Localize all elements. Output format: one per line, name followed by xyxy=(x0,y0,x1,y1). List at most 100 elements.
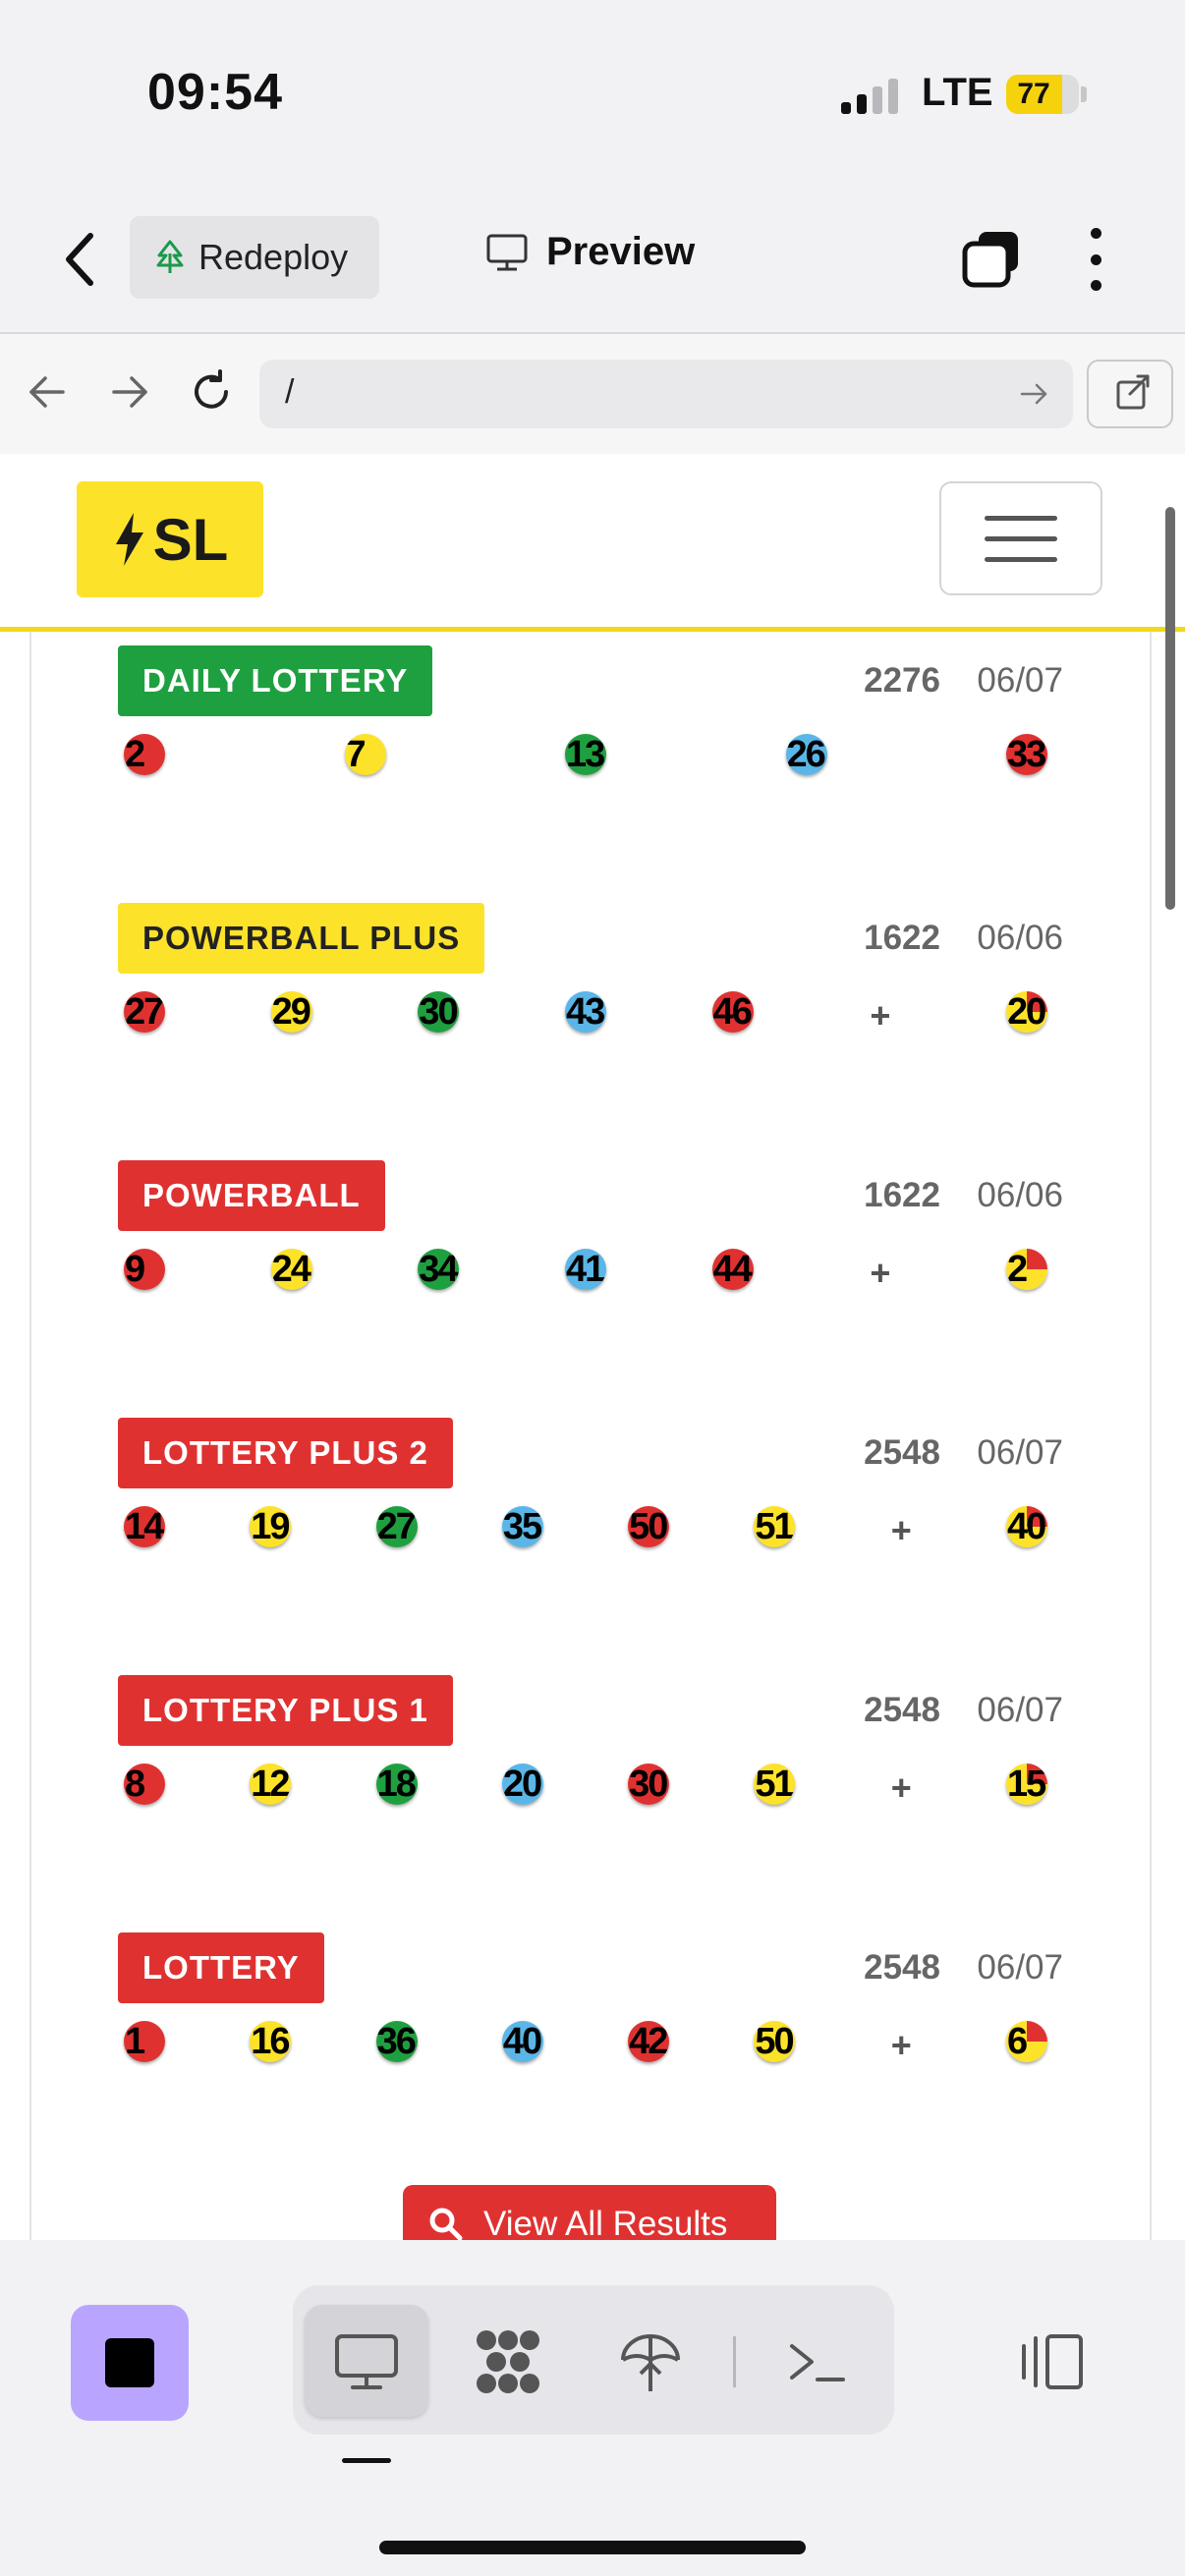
ball-number: 44 xyxy=(712,1249,753,1290)
battery-percent: 77 xyxy=(1017,78,1050,110)
bonus-number: 40 xyxy=(1007,1506,1046,1547)
ball-number: 16 xyxy=(251,2021,290,2062)
draw-date: 06/07 xyxy=(977,1691,1063,1729)
number-ball: 30 xyxy=(628,1764,670,1805)
site-logo[interactable]: SL xyxy=(77,481,263,597)
result-row[interactable]: LOTTERY PLUS 1 2548 06/07 8 12 18 20 30 51 +15 xyxy=(118,1675,1063,1872)
plus-sign: + xyxy=(890,1510,912,1550)
number-ball: 24 xyxy=(270,1249,312,1290)
result-row[interactable]: POWERBALL PLUS 1622 06/06 27 29 30 43 46 +20 xyxy=(118,903,1063,1099)
number-ball: 8 xyxy=(124,1764,165,1805)
number-ball: 43 xyxy=(565,991,606,1033)
bonus-ball: 20 xyxy=(1006,991,1047,1033)
tool-separator xyxy=(733,2336,736,2387)
ball-number: 35 xyxy=(502,1506,542,1547)
number-ball: 12 xyxy=(250,1764,292,1805)
number-ball: 46 xyxy=(711,991,754,1033)
game-badge[interactable]: POWERBALL xyxy=(118,1160,385,1231)
ball-number: 43 xyxy=(566,991,605,1033)
scrollbar[interactable] xyxy=(1165,507,1175,910)
preview-label: Preview xyxy=(546,230,696,273)
ball-number: 12 xyxy=(251,1764,290,1805)
open-external-button[interactable] xyxy=(1087,360,1173,428)
browser-forward-icon[interactable] xyxy=(104,367,153,417)
result-row[interactable]: POWERBALL 1622 06/06 9 24 34 41 44 +2 xyxy=(118,1160,1063,1357)
desktop-preview-icon[interactable] xyxy=(331,2326,402,2397)
tabs-icon[interactable] xyxy=(961,228,1022,289)
back-chevron-icon[interactable] xyxy=(59,230,102,289)
web-page: DAILY LOTTERY 2276 06/07 2 7 13 26 33 POWERBALL … xyxy=(0,454,1185,2240)
number-ball: 50 xyxy=(754,2021,796,2062)
agents-icon[interactable] xyxy=(473,2326,543,2397)
ball-number: 51 xyxy=(755,1764,794,1805)
ball-number: 19 xyxy=(251,1506,290,1547)
game-badge[interactable]: POWERBALL PLUS xyxy=(118,903,485,974)
preview-tab[interactable]: Preview xyxy=(485,230,695,274)
ball-number: 30 xyxy=(629,1764,668,1805)
battery-tip xyxy=(1081,86,1087,102)
ball-number: 33 xyxy=(1007,734,1046,775)
game-badge[interactable]: LOTTERY xyxy=(118,1932,324,2003)
view-all-results-button[interactable]: View All Results xyxy=(403,2185,776,2240)
bonus-number: 20 xyxy=(1007,991,1046,1033)
plus-sign: + xyxy=(870,1253,891,1293)
number-ball: 16 xyxy=(250,2021,292,2062)
number-ball: 20 xyxy=(501,1764,543,1805)
go-arrow-icon[interactable] xyxy=(1018,377,1051,411)
number-ball: 13 xyxy=(565,734,606,775)
battery-fill xyxy=(1006,75,1062,114)
number-ball: 9 xyxy=(124,1249,165,1290)
split-view-icon[interactable] xyxy=(1018,2326,1089,2397)
bonus-ball: 2 xyxy=(1006,1249,1047,1290)
number-ball: 14 xyxy=(124,1506,165,1547)
result-row[interactable]: DAILY LOTTERY 2276 06/07 2 7 13 26 33 xyxy=(118,645,1063,842)
number-ball: 1 xyxy=(124,2021,165,2062)
ball-number: 46 xyxy=(712,991,753,1033)
ball-number: 20 xyxy=(502,1764,542,1805)
ball-number: 30 xyxy=(419,991,458,1033)
ball-number: 24 xyxy=(271,1249,311,1290)
ball-number: 7 xyxy=(345,734,367,775)
result-row[interactable]: LOTTERY PLUS 2 2548 06/07 14 19 27 35 50 51 +40 xyxy=(118,1418,1063,1614)
draw-date: 06/06 xyxy=(977,919,1063,957)
ball-number: 8 xyxy=(125,1764,145,1805)
terminal-icon[interactable] xyxy=(782,2326,853,2397)
game-badge[interactable]: LOTTERY PLUS 2 xyxy=(118,1418,453,1488)
ball-number: 50 xyxy=(755,2021,794,2062)
ball-number: 34 xyxy=(419,1249,458,1290)
menu-hamburger-icon[interactable] xyxy=(939,481,1102,595)
network-label: LTE xyxy=(922,71,993,114)
redeploy-button[interactable]: Redeploy xyxy=(130,216,379,299)
number-ball: 7 xyxy=(344,734,386,775)
number-ball: 50 xyxy=(628,1506,670,1547)
more-options-icon[interactable] xyxy=(1085,228,1106,291)
number-ball: 27 xyxy=(124,991,165,1033)
game-badge[interactable]: LOTTERY PLUS 1 xyxy=(118,1675,453,1746)
external-link-icon xyxy=(1116,374,1150,410)
draw-number: 2548 xyxy=(864,1433,940,1472)
ball-number: 27 xyxy=(376,1506,417,1547)
game-badge[interactable]: DAILY LOTTERY xyxy=(118,645,433,716)
ball-number: 40 xyxy=(502,2021,542,2062)
home-indicator xyxy=(379,2541,806,2554)
number-ball: 51 xyxy=(754,1506,796,1547)
ball-number: 14 xyxy=(125,1506,164,1547)
stop-button[interactable] xyxy=(71,2305,189,2421)
result-row[interactable]: LOTTERY 2548 06/07 1 16 36 40 42 50 +6 xyxy=(118,1932,1063,2129)
reload-icon[interactable] xyxy=(187,367,236,417)
bonus-number: 15 xyxy=(1007,1764,1046,1805)
deploy-icon[interactable] xyxy=(615,2326,686,2397)
battery-icon: 77 xyxy=(1006,75,1079,114)
number-ball: 30 xyxy=(418,991,460,1033)
browser-back-icon[interactable] xyxy=(24,367,73,417)
draw-date: 06/07 xyxy=(977,1948,1063,1987)
redeploy-label: Redeploy xyxy=(198,237,349,277)
url-input[interactable] xyxy=(259,360,1073,428)
logo-text: SL xyxy=(152,506,229,573)
number-ball: 40 xyxy=(501,2021,543,2062)
site-header: SL xyxy=(0,454,1185,632)
number-ball: 29 xyxy=(270,991,312,1033)
ball-number: 1 xyxy=(125,2021,145,2062)
monitor-icon xyxy=(486,234,528,270)
number-ball: 26 xyxy=(785,734,827,775)
